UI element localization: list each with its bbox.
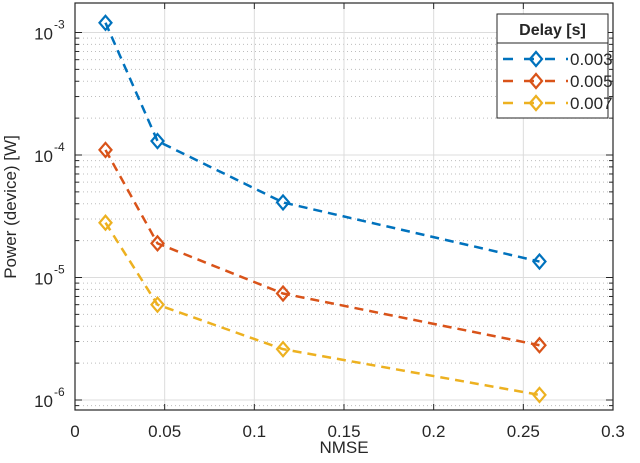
y-tick-exponent: -6 xyxy=(54,385,65,399)
series-line-0.005 xyxy=(104,149,540,347)
x-tick-label: 0.2 xyxy=(422,422,446,441)
diamond-marker xyxy=(275,340,291,358)
y-tick-label: 10 xyxy=(34,270,53,289)
plot-frame xyxy=(74,2,614,411)
diamond-marker xyxy=(98,14,113,32)
diamond-marker xyxy=(532,336,547,354)
diamond-marker xyxy=(150,132,165,150)
y-tick-exponent: -4 xyxy=(54,140,65,154)
x-tick-label: 0 xyxy=(70,422,79,441)
y-tick-label: 10 xyxy=(34,392,53,411)
y-tick-label: 10 xyxy=(34,25,53,44)
diamond-marker xyxy=(532,386,547,404)
diamond-marker xyxy=(275,193,291,212)
diamond-marker xyxy=(528,50,544,68)
legend-entry-label: 0.005 xyxy=(570,72,613,91)
diamond-marker xyxy=(532,252,547,271)
legend-title: Delay [s] xyxy=(519,22,586,39)
series-lines xyxy=(98,14,547,404)
diamond-marker xyxy=(150,295,165,314)
series-line-0.003 xyxy=(104,22,540,263)
legend: Delay [s] 0.003 0.005 0.007 xyxy=(496,13,613,119)
y-tick-label: 10 xyxy=(34,147,53,166)
axes: 10 -610 -510 -410 -30 0.05 0.1 0.15 0.2 0.25 0.3 xyxy=(34,2,625,441)
y-tick-exponent: -3 xyxy=(54,18,65,32)
diamond-marker xyxy=(528,72,544,90)
x-axis-label: NMSE xyxy=(319,438,368,457)
series-line-0.007 xyxy=(104,222,540,397)
x-tick-label: 0.15 xyxy=(327,422,360,441)
y-axis-label: Power (device) [W] xyxy=(1,135,20,279)
legend-entry-label: 0.003 xyxy=(570,50,613,69)
x-tick-label: 0.05 xyxy=(148,422,181,441)
x-tick-label: 0.25 xyxy=(507,422,540,441)
legend-box xyxy=(496,13,609,119)
y-tick-exponent: -5 xyxy=(54,263,65,277)
diamond-marker xyxy=(150,234,165,253)
x-tick-label: 0.1 xyxy=(243,422,267,441)
diamond-marker xyxy=(98,141,113,159)
diamond-marker xyxy=(528,94,544,112)
diamond-marker xyxy=(275,284,291,303)
legend-entry-label: 0.007 xyxy=(570,94,613,113)
x-tick-label: 0.3 xyxy=(601,422,625,441)
diamond-marker xyxy=(98,214,113,232)
